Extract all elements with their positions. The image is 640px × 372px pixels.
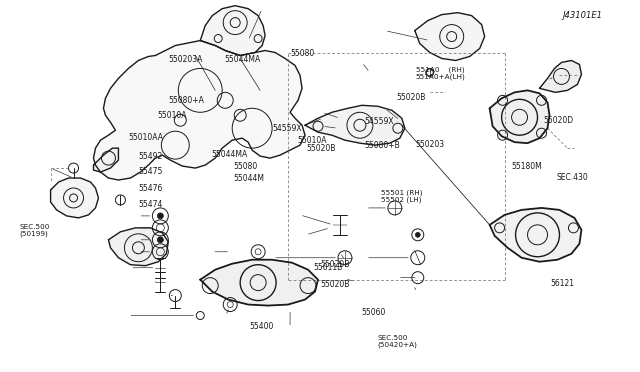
Text: 55044MA: 55044MA bbox=[211, 150, 248, 159]
Text: 56121: 56121 bbox=[550, 279, 574, 288]
Text: 550203: 550203 bbox=[416, 140, 445, 149]
Text: 54559X: 54559X bbox=[365, 118, 394, 126]
Polygon shape bbox=[490, 90, 550, 143]
Text: 55080+A: 55080+A bbox=[168, 96, 204, 105]
Text: 550203A: 550203A bbox=[168, 55, 202, 64]
Polygon shape bbox=[415, 13, 484, 61]
Text: 551A0    (RH)
551A0+A(LH): 551A0 (RH) 551A0+A(LH) bbox=[416, 66, 465, 80]
Polygon shape bbox=[200, 260, 318, 305]
Text: 55020D: 55020D bbox=[543, 116, 573, 125]
Polygon shape bbox=[93, 148, 118, 172]
Text: SEC.500
(50420+A): SEC.500 (50420+A) bbox=[378, 335, 417, 349]
Text: 55044MA: 55044MA bbox=[224, 55, 260, 64]
Text: 55010A: 55010A bbox=[157, 111, 187, 120]
Text: 55501 (RH)
55502 (LH): 55501 (RH) 55502 (LH) bbox=[381, 189, 422, 203]
Polygon shape bbox=[108, 228, 168, 266]
Polygon shape bbox=[93, 41, 305, 180]
Circle shape bbox=[157, 213, 163, 219]
Polygon shape bbox=[305, 105, 405, 145]
Text: 55020B: 55020B bbox=[320, 280, 349, 289]
Text: 55475: 55475 bbox=[138, 167, 163, 176]
Text: 55492: 55492 bbox=[138, 152, 163, 161]
Text: 55044M: 55044M bbox=[234, 174, 265, 183]
Polygon shape bbox=[200, 6, 265, 55]
Text: 55020B: 55020B bbox=[397, 93, 426, 102]
Text: 55020B: 55020B bbox=[320, 260, 349, 269]
Text: 55011B: 55011B bbox=[314, 263, 343, 272]
Text: 55080: 55080 bbox=[234, 162, 258, 171]
Text: 55060: 55060 bbox=[362, 308, 386, 317]
Text: 55080+B: 55080+B bbox=[365, 141, 401, 150]
Text: 55010AA: 55010AA bbox=[129, 133, 163, 142]
Circle shape bbox=[157, 237, 163, 243]
Text: 55180M: 55180M bbox=[511, 162, 542, 171]
Text: 55010A: 55010A bbox=[298, 136, 327, 145]
Polygon shape bbox=[540, 61, 581, 92]
Text: 55474: 55474 bbox=[138, 200, 163, 209]
Polygon shape bbox=[490, 208, 581, 262]
Text: SEC.500
(50199): SEC.500 (50199) bbox=[20, 224, 50, 237]
Text: SEC.430: SEC.430 bbox=[556, 173, 588, 182]
Text: 55080: 55080 bbox=[290, 49, 314, 58]
Polygon shape bbox=[51, 178, 99, 218]
Text: J43101E1: J43101E1 bbox=[563, 11, 603, 20]
Circle shape bbox=[415, 232, 420, 237]
Text: 55400: 55400 bbox=[250, 322, 274, 331]
Text: 55020B: 55020B bbox=[306, 144, 335, 153]
Text: 55476: 55476 bbox=[138, 184, 163, 193]
Text: 54559X: 54559X bbox=[273, 124, 302, 134]
